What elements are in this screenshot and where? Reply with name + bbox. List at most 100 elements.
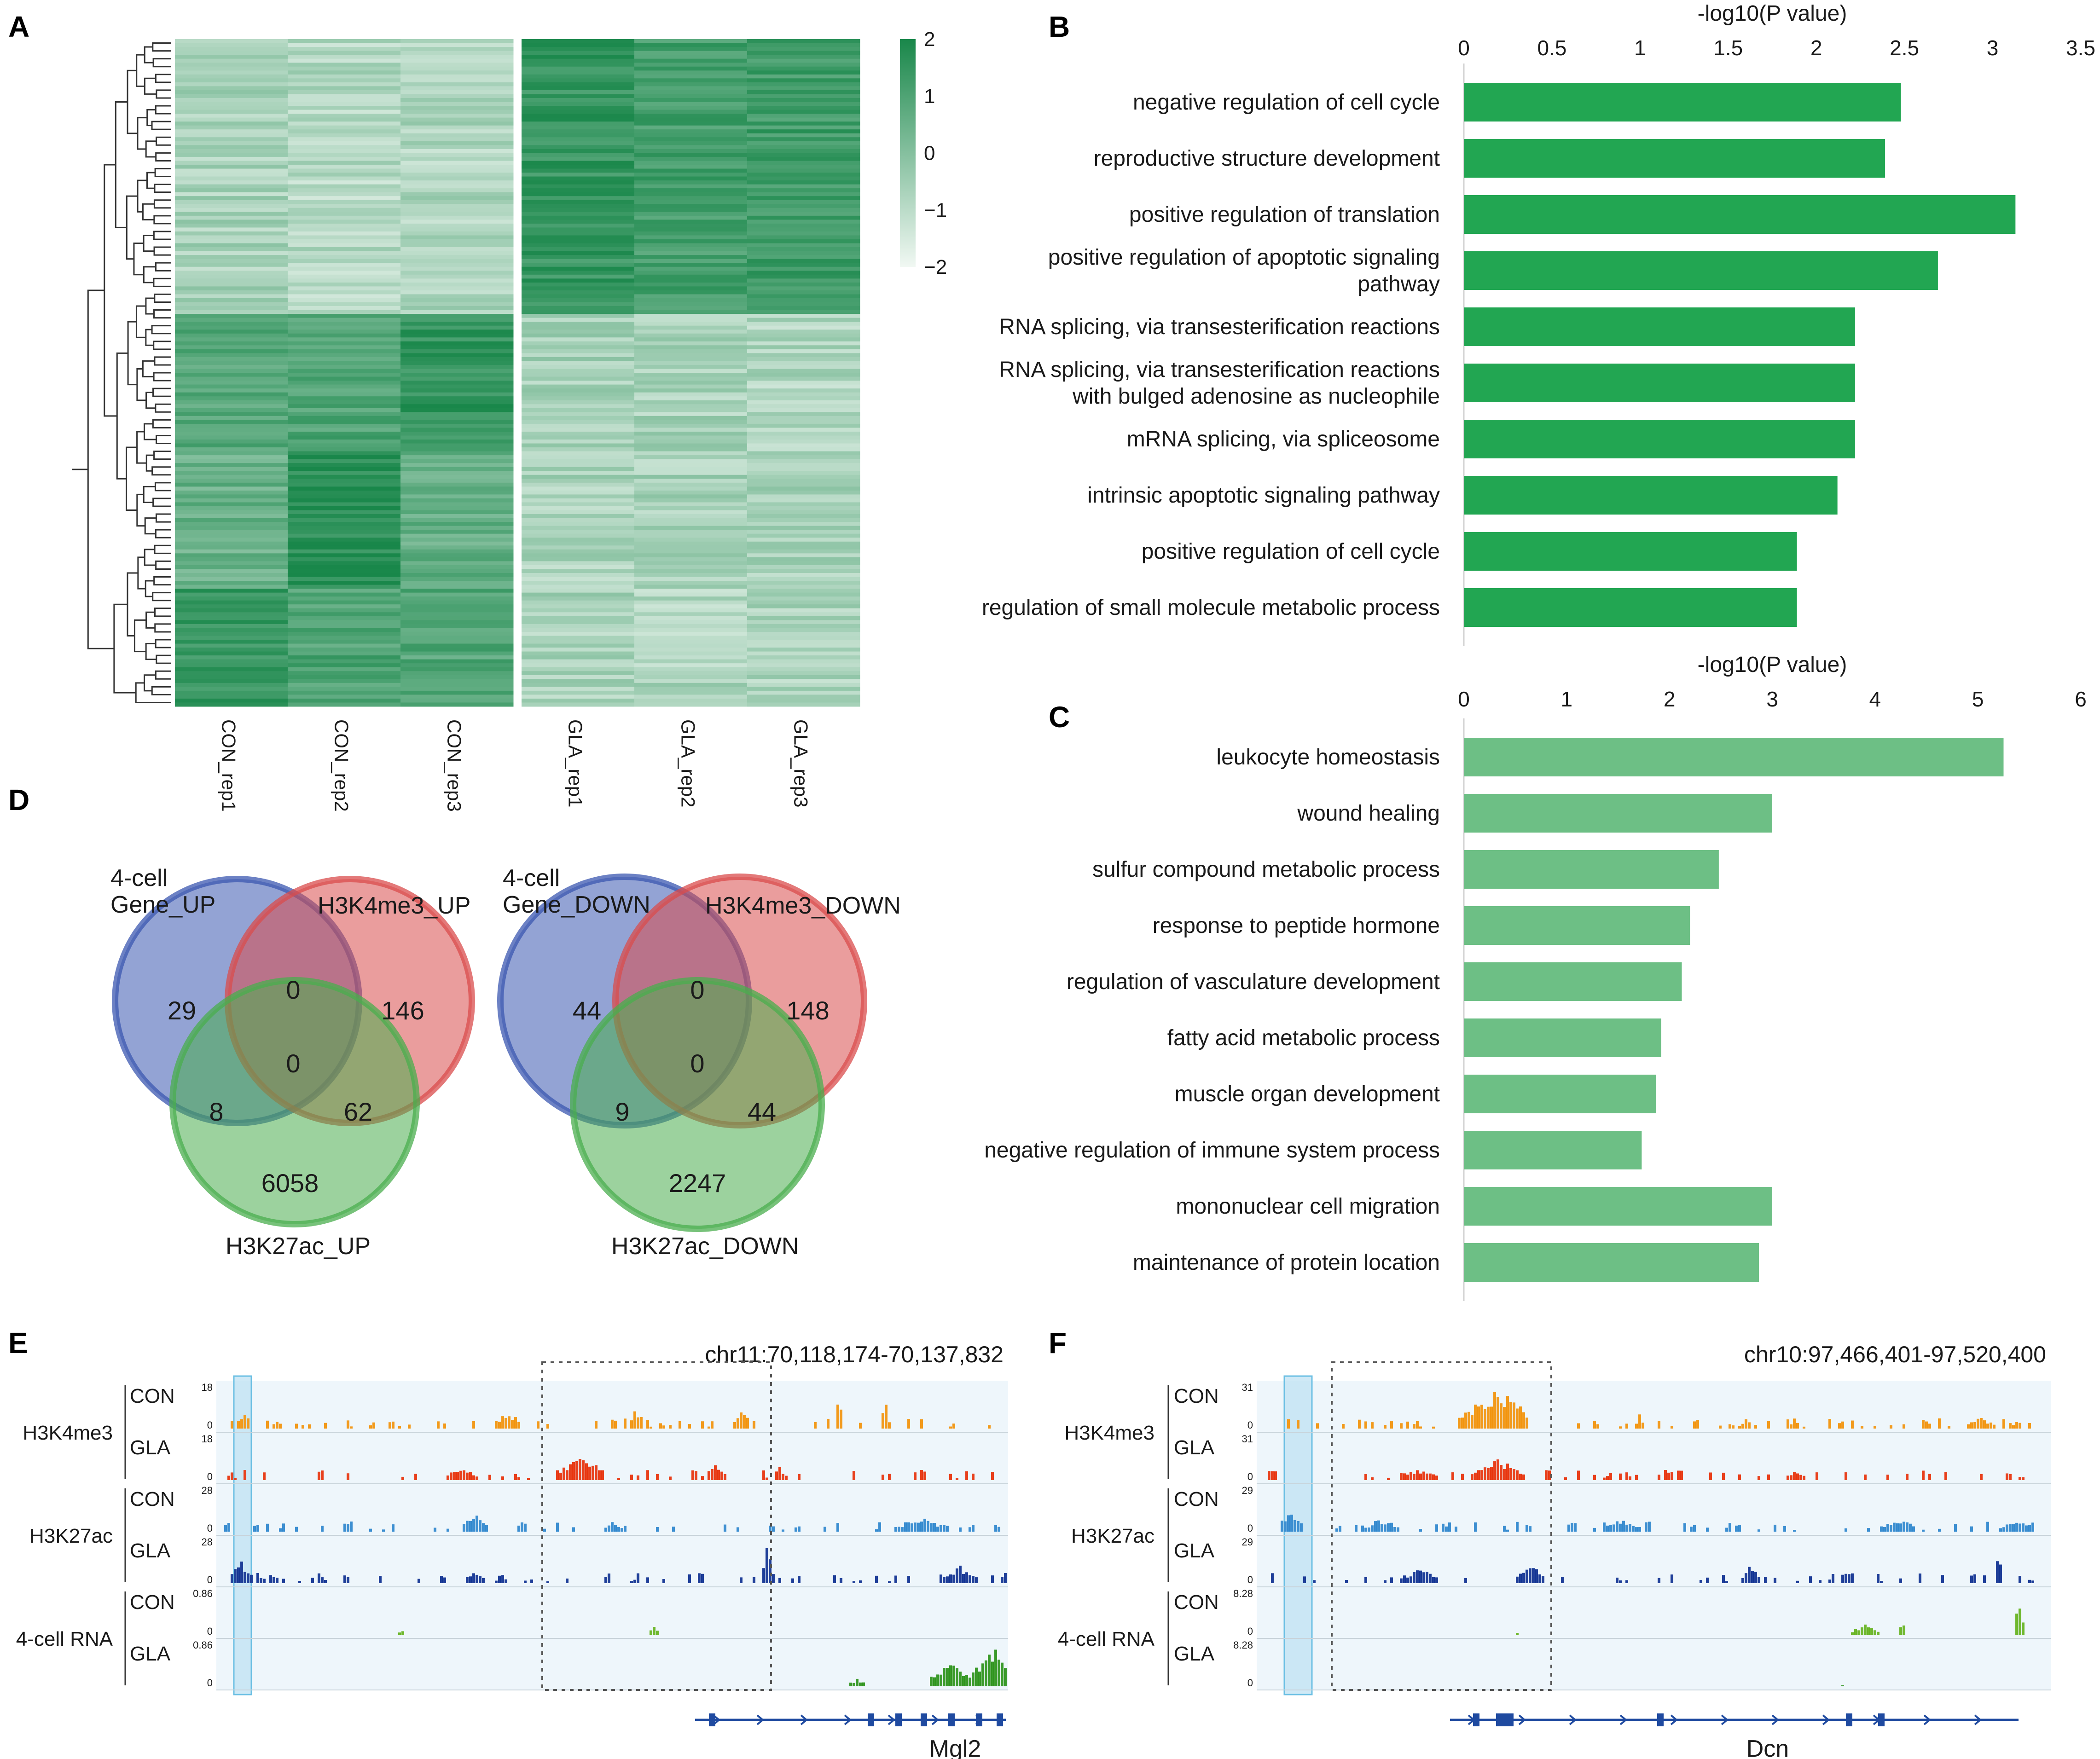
heatmap-cell	[400, 569, 514, 573]
signal-bar	[472, 1573, 475, 1583]
signal-bar	[882, 1413, 884, 1429]
heatmap-cell	[522, 624, 635, 628]
heatmap-cell	[747, 640, 860, 644]
heatmap-cell	[522, 561, 635, 566]
heatmap-cell	[288, 243, 401, 248]
track-condition-label: GLA	[130, 1539, 171, 1562]
heatmap-cell	[522, 675, 635, 679]
heatmap-cell	[175, 600, 288, 605]
heatmap-cell	[634, 549, 748, 554]
signal-bar	[1642, 1423, 1644, 1429]
signal-bar	[1422, 1471, 1425, 1480]
signal-bar	[1986, 1423, 1989, 1429]
heatmap-cell	[747, 90, 860, 94]
heatmap-cell	[634, 459, 748, 463]
heatmap-cell	[175, 569, 288, 573]
heatmap-cell	[400, 215, 514, 220]
heatmap-cell	[634, 388, 748, 393]
heatmap-cell	[747, 333, 860, 338]
heatmap-cell	[400, 698, 514, 703]
signal-bar	[904, 1522, 907, 1532]
bar	[1464, 1075, 1656, 1113]
signal-bar	[1903, 1424, 1905, 1429]
track-ymax-label: 8.28	[1233, 1588, 1253, 1599]
heatmap-cell	[522, 608, 635, 613]
dendrogram-branch	[153, 215, 171, 225]
heatmap-cell	[400, 428, 514, 432]
heatmap-cell	[400, 114, 514, 118]
signal-bar	[1290, 1515, 1293, 1532]
heatmap-cell	[522, 530, 635, 534]
signal-bar	[260, 1578, 262, 1583]
heatmap-cell	[175, 565, 288, 569]
heatmap-cell	[288, 220, 401, 224]
heatmap-cell	[400, 659, 514, 664]
signal-bar	[743, 1415, 746, 1429]
venn-set-label: H3K27ac_DOWN	[611, 1233, 799, 1260]
heatmap-cell	[522, 698, 635, 703]
heatmap-cell	[288, 306, 401, 311]
heatmap-cell	[400, 349, 514, 353]
signal-bar	[559, 1472, 562, 1480]
heatmap-cell	[747, 122, 860, 126]
signal-bar	[231, 1472, 233, 1480]
heatmap-cell	[288, 471, 401, 475]
heatmap-cell	[175, 235, 288, 240]
gene-name: Dcn	[1746, 1736, 1789, 1759]
heatmap-cell	[175, 117, 288, 122]
heatmap-cell	[400, 690, 514, 695]
signal-bar	[318, 1573, 320, 1583]
signal-bar	[920, 1470, 923, 1480]
heatmap-cell	[288, 561, 401, 566]
category-label: intrinsic apoptotic signaling pathway	[1087, 483, 1440, 508]
heatmap-cell	[747, 184, 860, 189]
signal-bar	[740, 1577, 743, 1583]
heatmap-cell	[175, 502, 288, 507]
heatmap-cell	[288, 565, 401, 569]
heatmap-cell	[400, 636, 514, 640]
heatmap-cell	[747, 608, 860, 613]
heatmap-cell	[747, 137, 860, 142]
heatmap-cell	[522, 690, 635, 695]
heatmap-cell	[175, 538, 288, 542]
signal-bar	[1435, 1524, 1438, 1532]
signal-bar	[862, 1682, 865, 1686]
signal-bar	[1471, 1474, 1473, 1480]
venn-count: 62	[344, 1097, 372, 1126]
signal-bar	[946, 1526, 949, 1532]
signal-bar	[1838, 1423, 1841, 1429]
signal-bar	[888, 1474, 891, 1480]
dotted-region-box	[1331, 1361, 1552, 1691]
signal-bar	[624, 1526, 627, 1532]
signal-bar	[453, 1472, 456, 1480]
signal-bar	[1706, 1528, 1709, 1532]
dendrogram-branch	[135, 682, 171, 703]
heatmap-cell	[288, 192, 401, 197]
heatmap-cell	[522, 302, 635, 307]
heatmap-cell	[634, 471, 748, 475]
signal-bar	[476, 1574, 478, 1583]
heatmap-cell	[747, 683, 860, 687]
signal-bar	[920, 1522, 923, 1532]
heatmap-cell	[634, 243, 748, 248]
heatmap-cell	[288, 90, 401, 94]
signal-bar	[350, 1522, 353, 1532]
dendrogram-branch	[137, 179, 147, 213]
heatmap-cell	[522, 463, 635, 468]
signal-bar	[398, 1426, 401, 1429]
signal-bar	[434, 1528, 436, 1532]
heatmap-cell	[522, 569, 635, 573]
heatmap-cell	[400, 459, 514, 463]
heatmap-cell	[288, 573, 401, 578]
x-tick-label: 0	[1458, 36, 1470, 60]
signal-bar	[1828, 1419, 1831, 1429]
category-label: negative regulation of immune system pro…	[984, 1138, 1440, 1163]
signal-bar	[923, 1471, 926, 1480]
signal-bar	[595, 1421, 598, 1429]
signal-bar	[637, 1417, 639, 1429]
heatmap-cell	[288, 675, 401, 679]
heatmap-cell	[288, 231, 401, 236]
signal-bar	[959, 1527, 962, 1532]
